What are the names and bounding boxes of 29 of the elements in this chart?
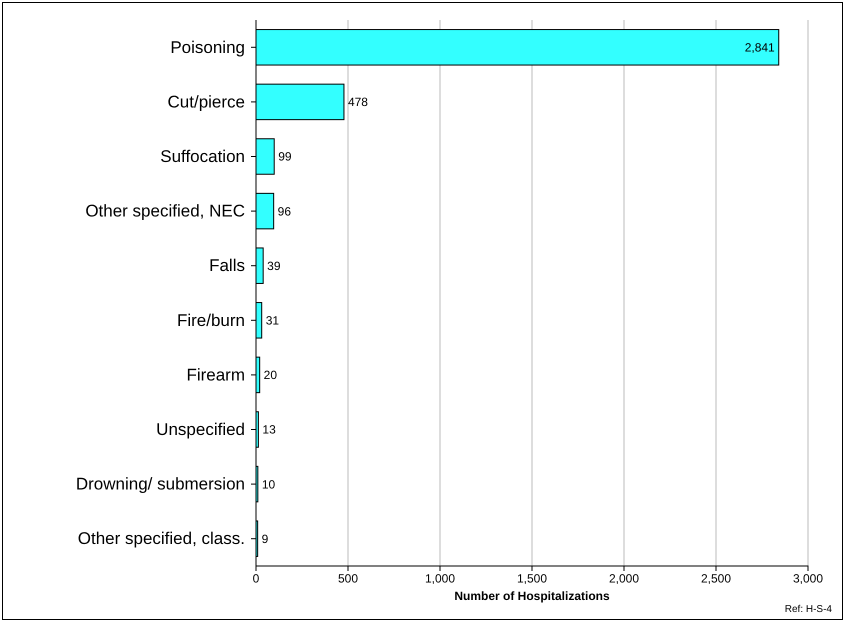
- y-tick-label: Other specified, NEC: [85, 202, 245, 221]
- x-tick-label: 2,500: [700, 572, 732, 586]
- x-axis-title: Number of Hospitalizations: [454, 589, 610, 603]
- x-tick-label: 2,000: [608, 572, 640, 586]
- y-tick-label: Suffocation: [160, 146, 245, 166]
- x-tick-label: 1,500: [516, 572, 548, 586]
- data-label: 10: [262, 477, 276, 492]
- data-label: 13: [262, 422, 276, 437]
- y-tick-label: Cut/pierce: [168, 92, 245, 112]
- x-tick-label: 500: [338, 572, 358, 586]
- data-label: 478: [348, 95, 368, 110]
- text: Ref: H-S-4: [784, 604, 832, 615]
- data-label: 99: [278, 150, 292, 164]
- y-tick-label: Other specified, class.: [78, 529, 245, 548]
- data-label: 39: [267, 258, 281, 273]
- data-label: 20: [264, 368, 278, 382]
- y-tick-label: Drowning/ submersion: [76, 474, 245, 494]
- y-tick-label: Unspecified: [156, 420, 245, 439]
- x-tick-label: 1,000: [424, 572, 456, 586]
- y-tick-label: Falls: [209, 256, 245, 276]
- data-label: 31: [266, 314, 280, 328]
- x-tick-label: 0: [252, 572, 260, 586]
- data-label: 9: [262, 532, 269, 546]
- y-tick-label: Poisoning: [170, 38, 245, 57]
- data-label: 96: [278, 204, 292, 218]
- x-tick-label: 3,000: [792, 572, 824, 586]
- y-tick-label: Firearm: [186, 365, 245, 384]
- data-label: 2,841: [744, 40, 776, 54]
- y-tick-label: Fire/burn: [176, 310, 245, 330]
